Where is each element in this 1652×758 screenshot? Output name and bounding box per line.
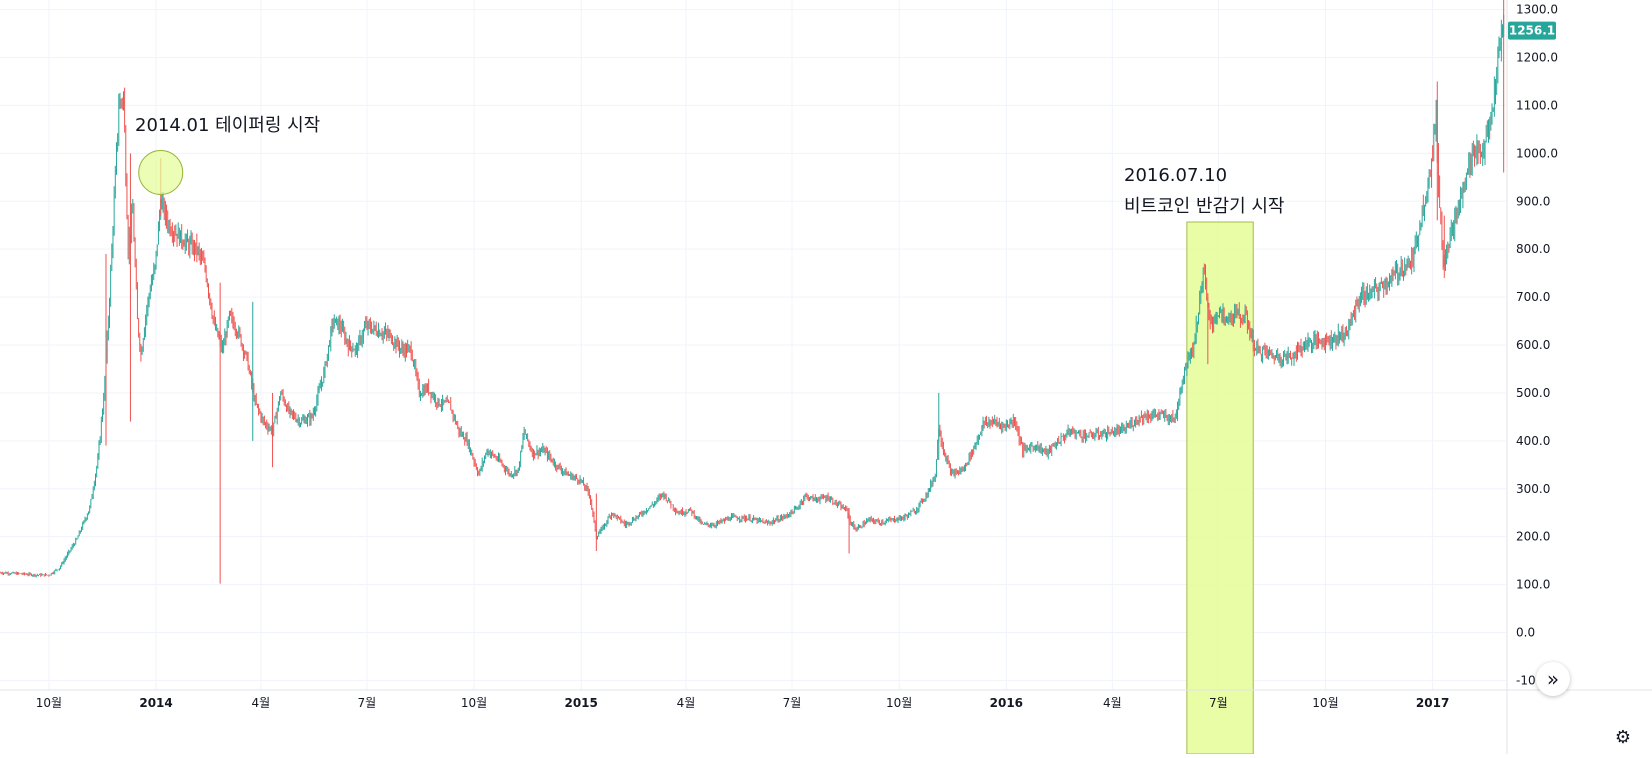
grid-lines [0,0,1506,690]
y-tick-label: 400.0 [1516,434,1550,448]
x-tick-label: 7월 [783,696,802,710]
annotation-label: 비트코인 반감기 시작 [1124,196,1284,217]
x-tick-label: 10월 [886,696,912,710]
double-chevron-right-icon: » [1546,667,1560,691]
y-tick-label: 500.0 [1516,386,1550,400]
y-tick-label: 100.0 [1516,578,1550,592]
x-tick-label: 4월 [677,696,696,710]
scroll-to-realtime-button[interactable]: » [1536,662,1570,696]
x-tick-label: 7월 [1209,696,1228,710]
halving-highlight-range [1186,221,1254,755]
x-tick-label: 10월 [36,696,62,710]
y-tick-label: 900.0 [1516,194,1550,208]
candles [0,0,1505,584]
annotation-label: 2014.01 테이퍼링 시작 [135,115,320,136]
y-tick-label: 300.0 [1516,482,1550,496]
annotations: 2014.01 테이퍼링 시작 2016.07.10 비트코인 반감기 시작 [135,115,1284,217]
x-tick-label: 4월 [252,696,271,710]
tapering-circle-marker [138,150,184,195]
y-tick-label: 800.0 [1516,242,1550,256]
y-tick-label: 1300.0 [1516,3,1558,17]
last-price-tag [1508,21,1556,40]
x-tick-label: 7월 [358,696,377,710]
x-tick-label: 2015 [564,696,597,710]
x-tick-label: 4월 [1103,696,1122,710]
annotation-label: 2016.07.10 [1124,165,1227,186]
y-tick-label: 1100.0 [1516,98,1558,112]
y-tick-label: 700.0 [1516,290,1550,304]
y-tick-label: 1200.0 [1516,51,1558,65]
y-tick-label: 600.0 [1516,338,1550,352]
x-tick-label: 2016 [990,696,1023,710]
x-tick-label: 2014 [139,696,172,710]
x-tick-label: 10월 [1312,696,1338,710]
x-tick-label: 10월 [461,696,487,710]
gear-icon[interactable]: ⚙ [1614,726,1632,748]
last-price-label: 1256.1 [1509,24,1555,38]
highlight-layer [1186,221,1254,755]
y-tick-label: 0.0 [1516,626,1535,640]
y-tick-label: 200.0 [1516,530,1550,544]
y-tick-label: 1000.0 [1516,146,1558,160]
x-tick-label: 2017 [1416,696,1449,710]
